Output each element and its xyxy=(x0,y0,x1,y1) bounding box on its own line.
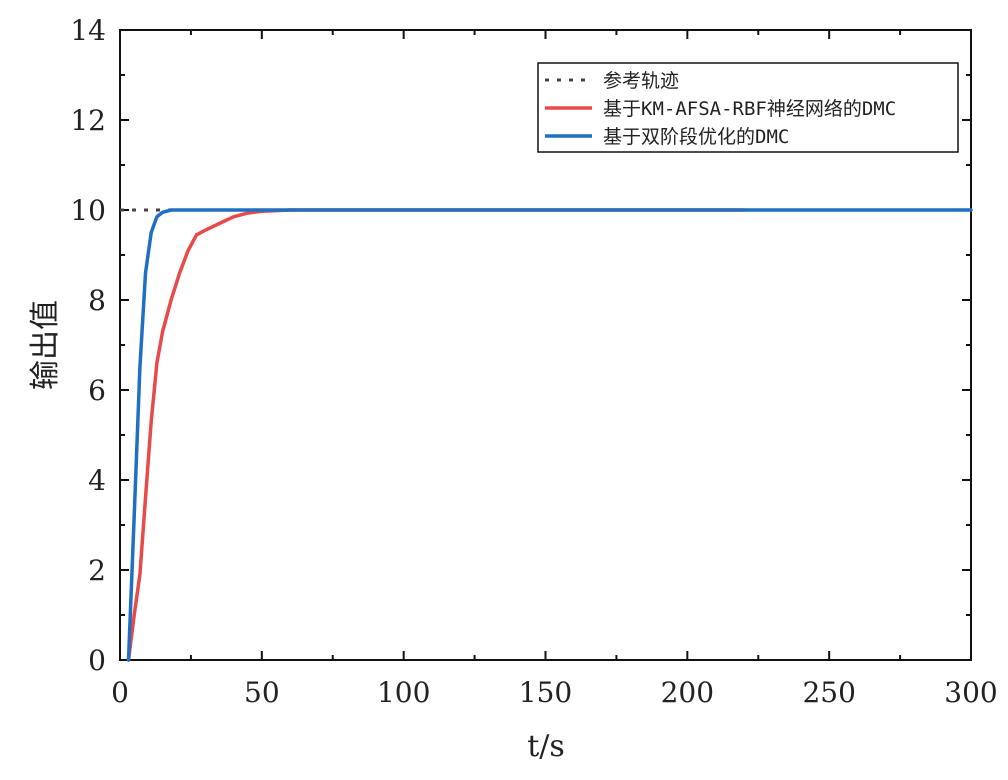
y-tick-label: 14 xyxy=(70,14,106,47)
y-tick-label: 8 xyxy=(88,284,106,317)
axis-ticks xyxy=(119,29,972,661)
series-line-2 xyxy=(126,208,973,662)
x-tick-labels: 0 50 100 150 200 250 300 xyxy=(111,676,998,709)
x-tick-label: 250 xyxy=(802,676,855,709)
y-axis-title: 输出值 xyxy=(28,300,63,390)
legend-label-1: 基于KM-AFSA-RBF神经网络的DMC xyxy=(603,98,896,120)
legend-label-0: 参考轨迹 xyxy=(603,70,679,92)
x-tick-label: 0 xyxy=(111,676,129,709)
y-tick-label: 4 xyxy=(88,464,106,497)
y-tick-label: 2 xyxy=(88,554,106,587)
y-tick-label: 0 xyxy=(88,644,106,677)
x-tick-label: 100 xyxy=(377,676,430,709)
legend-box xyxy=(537,62,959,153)
x-tick-label: 150 xyxy=(519,676,572,709)
y-tick-label: 12 xyxy=(70,104,106,137)
y-tick-label: 10 xyxy=(70,194,106,227)
x-tick-label: 200 xyxy=(661,676,714,709)
series-line-1 xyxy=(126,208,746,662)
x-axis-title: t/s xyxy=(527,729,565,764)
y-tick-label: 6 xyxy=(88,374,106,407)
x-tick-label: 50 xyxy=(244,676,280,709)
legend-label-2: 基于双阶段优化的DMC xyxy=(603,126,789,148)
series-lines xyxy=(120,208,973,662)
x-tick-label: 300 xyxy=(944,676,997,709)
y-tick-labels: 0 2 4 6 8 10 12 14 xyxy=(70,14,106,677)
